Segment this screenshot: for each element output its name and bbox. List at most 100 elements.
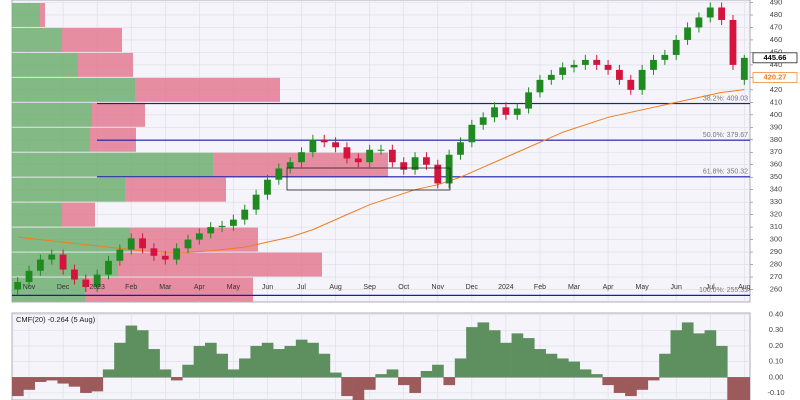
volume-down-bar [213, 152, 388, 177]
x-tick-label: May [227, 284, 241, 291]
cmf-bar [613, 377, 626, 393]
y-tick-label: 330 [770, 197, 783, 206]
candle-body [48, 254, 56, 260]
volume-up-bar [12, 202, 62, 227]
candle-body [434, 164, 442, 184]
cmf-bar [432, 364, 444, 378]
y-tick-label: 480 [770, 10, 783, 19]
candle-body [105, 260, 112, 275]
candle-body [173, 248, 181, 260]
cmf-bar [273, 349, 285, 378]
candle-body [616, 69, 623, 80]
fib-label: 38.2%: 409.03 [703, 95, 748, 102]
cmf-bar [488, 330, 501, 378]
candle-body [684, 27, 691, 40]
range-box [286, 167, 451, 191]
candle-body [627, 79, 635, 90]
y-tick-label: 350 [770, 172, 783, 181]
candle-body [729, 19, 737, 65]
cmf-bar [704, 330, 717, 378]
cmf-bar [556, 358, 569, 378]
candle-body [195, 233, 203, 240]
y-tick-label: 370 [770, 147, 783, 156]
y-tick-label: 440 [770, 60, 783, 69]
cmf-bar [284, 345, 297, 378]
candle-body [411, 157, 419, 170]
cmf-bar [295, 339, 308, 378]
cmf-bar [659, 353, 671, 378]
cmf-bar [375, 374, 387, 378]
candle-body [229, 219, 237, 226]
x-tick-label: Dec [57, 284, 70, 291]
indicator-layer [12, 313, 750, 400]
x-tick-label: Mar [568, 284, 581, 291]
candle-body [468, 124, 476, 143]
candle-body [93, 274, 101, 288]
y-tick-label: 340 [770, 185, 783, 194]
cmf-bar [670, 330, 683, 378]
candle-body [116, 249, 124, 261]
volume-down-bar [125, 177, 226, 202]
y-tick-label: 420 [770, 85, 783, 94]
candle-body [366, 149, 374, 163]
cmf-bar [46, 377, 58, 381]
cmf-bar [159, 369, 172, 378]
y-tick-label: 390 [770, 122, 783, 131]
candle-body [388, 149, 396, 163]
cmf-bar [647, 377, 660, 381]
y-tick-label: 0.00 [769, 372, 784, 381]
candle-body [36, 259, 44, 271]
candle-body [650, 59, 657, 70]
cmf-bar [193, 345, 206, 378]
x-tick-label: Sep [363, 284, 376, 291]
candle-body [706, 7, 714, 18]
candle-body [525, 92, 533, 109]
cmf-bar [57, 377, 70, 384]
volume-up-bar [12, 127, 90, 152]
cmf-bar [693, 333, 705, 378]
y-tick-label: 400 [770, 110, 783, 119]
volume-down-bar [62, 202, 95, 227]
candle-body [252, 194, 260, 210]
volume-up-bar [12, 77, 135, 102]
cmf-bar [170, 377, 183, 381]
x-tick-label: Dec [466, 284, 479, 291]
candle-body [127, 238, 135, 250]
volume-down-bar [92, 102, 145, 127]
candle-body [479, 117, 487, 125]
candle-body [604, 64, 612, 70]
candle-body [513, 108, 521, 115]
cmf-bar [307, 342, 319, 378]
candle-body [320, 139, 328, 143]
candle-body [559, 67, 567, 75]
cmf-bar [250, 345, 263, 378]
y-tick-label: 450 [770, 47, 783, 56]
candle-body [150, 248, 158, 256]
cmf-bar [148, 349, 160, 378]
candle-body [343, 147, 351, 159]
cmf-bar [500, 342, 512, 378]
candle-body [59, 254, 67, 270]
volume-up-bar [12, 2, 40, 27]
volume-up-bar [12, 102, 92, 127]
cmf-bar [114, 342, 126, 378]
volume-down-bar [40, 2, 45, 27]
x-tick-label: Jun [262, 284, 273, 291]
candle-body [638, 69, 646, 90]
candle-body [161, 255, 169, 260]
x-tick-label: Apr [194, 284, 206, 291]
candle-body [377, 149, 385, 151]
cmf-bar [102, 369, 115, 378]
candle-body [184, 239, 192, 249]
cmf-bar [125, 325, 138, 378]
y-tick-label: 490 [770, 0, 783, 6]
y-tick-label: 290 [770, 247, 783, 256]
x-tick-label: Feb [125, 284, 137, 291]
x-tick-label: Mar [159, 284, 172, 291]
cmf-bar [341, 377, 353, 397]
cmf-bar [443, 377, 456, 386]
volume-down-bar [130, 227, 258, 252]
candle-body [593, 59, 601, 65]
y-tick-label: 360 [770, 160, 783, 169]
